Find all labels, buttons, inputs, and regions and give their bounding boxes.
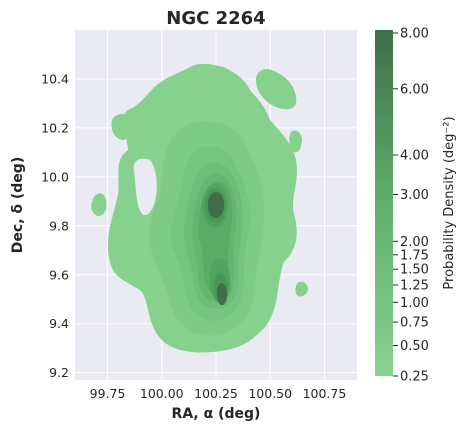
x-axis-ticks: 99.75 100.00 100.25 100.50 100.75 <box>90 386 347 401</box>
colorbar-tick-label: 1.75 <box>400 248 429 263</box>
x-tick-label: 100.25 <box>194 386 238 401</box>
colorbar-tick-label: 1.25 <box>400 278 429 293</box>
y-tick-label: 9.8 <box>49 218 69 233</box>
density-contours <box>91 63 308 353</box>
colorbar-tick-label: 1.00 <box>400 296 429 311</box>
contour-level-1-blob <box>295 281 308 297</box>
colorbar-tick-label: 4.00 <box>400 149 429 164</box>
colorbar-tick-label: 2.00 <box>400 235 429 250</box>
colorbar-tick-label: 0.75 <box>400 316 429 331</box>
colorbar-tick-label: 0.50 <box>400 339 429 354</box>
y-tick-label: 9.2 <box>49 365 69 380</box>
contour-level-1-blob <box>256 69 297 110</box>
y-tick-label: 9.4 <box>49 316 69 331</box>
colorbar-tick-label: 6.00 <box>400 82 429 97</box>
y-tick-label: 10.4 <box>41 71 69 86</box>
contour-level-1-blob <box>289 130 302 153</box>
x-tick-label: 100.00 <box>140 386 184 401</box>
x-tick-label: 100.75 <box>303 386 347 401</box>
contour-level-1-blob <box>111 114 133 140</box>
colorbar-tick-label: 3.00 <box>400 188 429 203</box>
x-axis-label: RA, α (deg) <box>172 406 261 422</box>
x-tick-label: 100.50 <box>248 386 292 401</box>
colorbar-tick-label: 1.50 <box>400 263 429 278</box>
y-axis-label: Dec, δ (deg) <box>10 157 26 253</box>
colorbar-tick-label: 0.25 <box>400 370 429 385</box>
contour-hole <box>133 158 157 216</box>
colorbar-ticks: 0.25 0.50 0.75 1.00 1.251.501.752.00 3.00 4.00… <box>393 27 429 385</box>
x-tick-label: 99.75 <box>90 386 126 401</box>
y-axis-ticks: 9.2 9.4 9.6 9.8 10.0 10.2 10.4 <box>41 71 69 380</box>
y-tick-label: 9.6 <box>49 267 69 282</box>
y-tick-label: 10.2 <box>41 120 69 135</box>
contour-level-9 <box>208 192 224 218</box>
chart-title: NGC 2264 <box>166 8 265 29</box>
colorbar <box>375 30 393 376</box>
contour-level-1-blob <box>91 193 107 216</box>
colorbar-tick-label: 8.00 <box>400 27 429 42</box>
contour-level-9 <box>217 283 227 306</box>
colorbar-label: Probability Density (deg⁻²) <box>442 116 457 289</box>
y-tick-label: 10.0 <box>41 169 69 184</box>
